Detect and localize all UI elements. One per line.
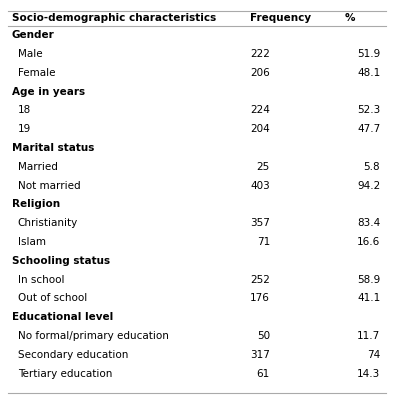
Text: Female: Female — [18, 68, 55, 78]
Text: 206: 206 — [250, 68, 270, 78]
Text: 71: 71 — [256, 237, 270, 247]
Text: 14.3: 14.3 — [357, 369, 380, 378]
Text: In school: In school — [18, 274, 64, 285]
Text: 74: 74 — [367, 350, 380, 360]
Text: Secondary education: Secondary education — [18, 350, 128, 360]
Text: Not married: Not married — [18, 181, 80, 190]
Text: Christianity: Christianity — [18, 218, 78, 228]
Text: 41.1: 41.1 — [357, 294, 380, 303]
Text: Educational level: Educational level — [12, 312, 113, 322]
Text: 357: 357 — [250, 218, 270, 228]
Text: 317: 317 — [250, 350, 270, 360]
Text: 47.7: 47.7 — [357, 124, 380, 134]
Text: 224: 224 — [250, 106, 270, 116]
Text: 48.1: 48.1 — [357, 68, 380, 78]
Text: Marital status: Marital status — [12, 143, 94, 153]
Text: 252: 252 — [250, 274, 270, 285]
Text: 50: 50 — [257, 331, 270, 341]
Text: 94.2: 94.2 — [357, 181, 380, 190]
Text: 25: 25 — [256, 162, 270, 172]
Text: Gender: Gender — [12, 30, 55, 40]
Text: 58.9: 58.9 — [357, 274, 380, 285]
Text: 18: 18 — [18, 106, 31, 116]
Text: 176: 176 — [250, 294, 270, 303]
Text: 61: 61 — [256, 369, 270, 378]
Text: 403: 403 — [250, 181, 270, 190]
Text: 19: 19 — [18, 124, 31, 134]
Text: Socio-demographic characteristics: Socio-demographic characteristics — [12, 13, 216, 23]
Text: 11.7: 11.7 — [357, 331, 380, 341]
Text: 16.6: 16.6 — [357, 237, 380, 247]
Text: Religion: Religion — [12, 199, 60, 209]
Text: 51.9: 51.9 — [357, 49, 380, 59]
Text: Age in years: Age in years — [12, 86, 85, 96]
Text: Male: Male — [18, 49, 43, 59]
Text: Schooling status: Schooling status — [12, 256, 110, 266]
Text: Islam: Islam — [18, 237, 46, 247]
Text: No formal/primary education: No formal/primary education — [18, 331, 169, 341]
Text: Out of school: Out of school — [18, 294, 87, 303]
Text: 222: 222 — [250, 49, 270, 59]
Text: Frequency: Frequency — [250, 13, 311, 23]
Text: 83.4: 83.4 — [357, 218, 380, 228]
Text: 5.8: 5.8 — [364, 162, 380, 172]
Text: 204: 204 — [250, 124, 270, 134]
Text: %: % — [345, 13, 355, 23]
Text: Tertiary education: Tertiary education — [18, 369, 112, 378]
Text: 52.3: 52.3 — [357, 106, 380, 116]
Text: Married: Married — [18, 162, 58, 172]
